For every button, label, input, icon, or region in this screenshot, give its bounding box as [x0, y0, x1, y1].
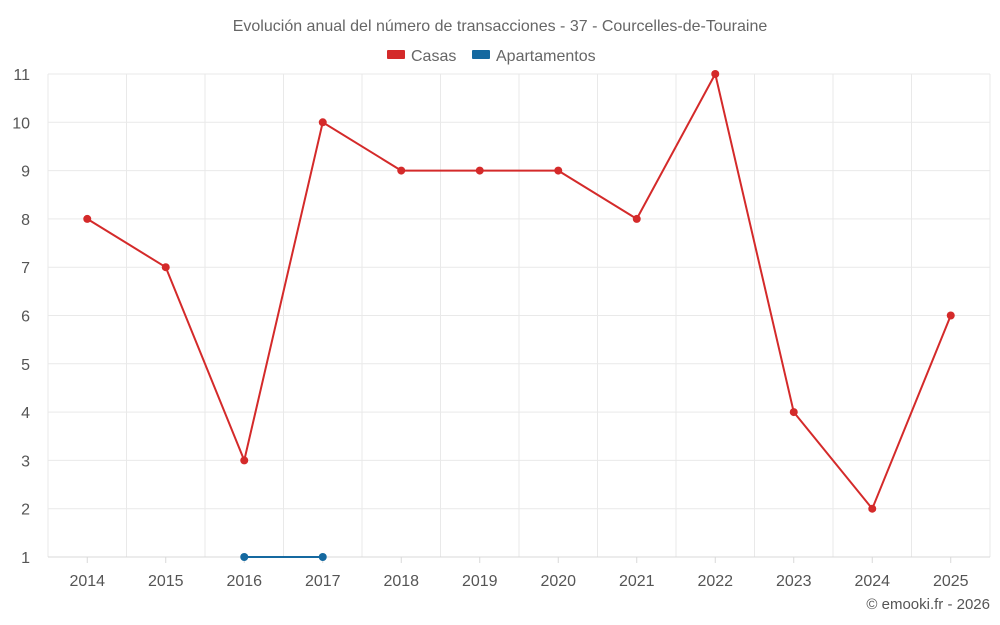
line-chart: Evolución anual del número de transaccio… — [0, 0, 1000, 625]
y-axis-ticks: 1 2 3 4 5 6 7 8 9 10 11 — [12, 67, 30, 567]
x-tick-label: 2014 — [69, 573, 105, 590]
x-tick-label: 2021 — [619, 573, 655, 590]
x-tick-label: 2024 — [854, 573, 890, 590]
data-point-casas[interactable] — [711, 70, 719, 78]
data-point-apartamentos[interactable] — [240, 553, 248, 561]
x-tick-label: 2017 — [305, 573, 341, 590]
legend-swatch-apartamentos — [472, 50, 490, 59]
x-tick-label: 2019 — [462, 573, 498, 590]
y-tick-label: 8 — [21, 212, 30, 229]
data-point-casas[interactable] — [240, 456, 248, 464]
legend: Casas Apartamentos — [387, 48, 596, 65]
x-tick-label: 2025 — [933, 573, 969, 590]
legend-label-casas: Casas — [411, 48, 456, 65]
x-tick-label: 2022 — [697, 573, 733, 590]
y-tick-label: 11 — [13, 67, 30, 84]
data-point-casas[interactable] — [947, 312, 955, 320]
y-tick-label: 5 — [21, 357, 30, 374]
chart-title: Evolución anual del número de transaccio… — [233, 18, 768, 35]
x-axis-ticks: 2014 2015 2016 2017 2018 2019 2020 2021 2022 2023… — [69, 557, 968, 590]
legend-swatch-casas — [387, 50, 405, 59]
data-point-apartamentos[interactable] — [319, 553, 327, 561]
y-tick-label: 7 — [21, 260, 30, 277]
data-point-casas[interactable] — [554, 167, 562, 175]
legend-item-apartamentos[interactable]: Apartamentos — [472, 48, 596, 65]
x-tick-label: 2018 — [383, 573, 419, 590]
data-point-casas[interactable] — [319, 118, 327, 126]
data-point-casas[interactable] — [790, 408, 798, 416]
y-tick-label: 9 — [21, 164, 30, 181]
y-tick-label: 3 — [21, 453, 30, 470]
x-tick-label: 2023 — [776, 573, 812, 590]
x-tick-label: 2016 — [226, 573, 262, 590]
x-tick-label: 2020 — [540, 573, 576, 590]
y-tick-label: 2 — [21, 502, 30, 519]
data-point-casas[interactable] — [83, 215, 91, 223]
data-point-casas[interactable] — [868, 505, 876, 513]
data-point-casas[interactable] — [397, 167, 405, 175]
data-point-casas[interactable] — [162, 263, 170, 271]
data-point-casas[interactable] — [476, 167, 484, 175]
grid-lines — [48, 74, 990, 557]
data-point-casas[interactable] — [633, 215, 641, 223]
y-tick-label: 10 — [12, 115, 30, 132]
y-tick-label: 1 — [21, 550, 30, 567]
x-tick-label: 2015 — [148, 573, 184, 590]
credit-text: © emooki.fr - 2026 — [866, 596, 990, 613]
legend-item-casas[interactable]: Casas — [387, 48, 456, 65]
legend-label-apartamentos: Apartamentos — [496, 48, 596, 65]
y-tick-label: 6 — [21, 309, 30, 326]
y-tick-label: 4 — [21, 405, 30, 422]
